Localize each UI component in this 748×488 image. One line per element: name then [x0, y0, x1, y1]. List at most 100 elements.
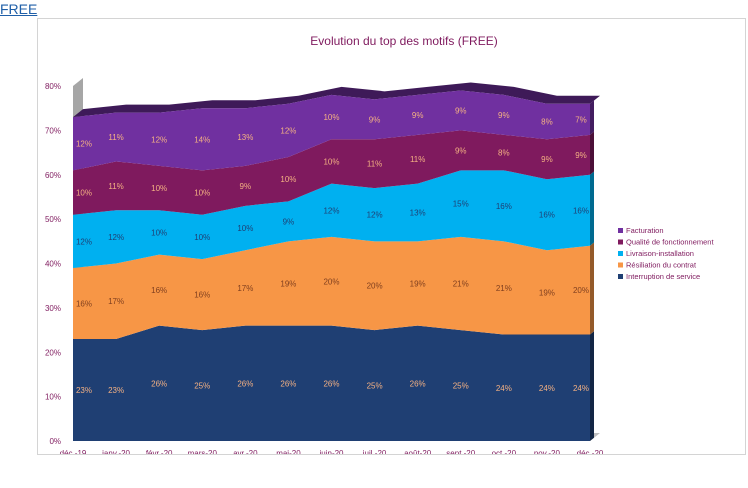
chart-areas: [73, 82, 600, 441]
data-label: 9%: [498, 111, 510, 120]
data-label: 24%: [496, 384, 512, 393]
data-label: 25%: [453, 382, 469, 391]
legend-swatch: [618, 251, 623, 256]
data-label: 26%: [237, 379, 253, 388]
data-label: 12%: [367, 211, 383, 220]
y-tick-label: 60%: [45, 171, 61, 180]
data-label: 12%: [280, 126, 296, 135]
data-label: 13%: [410, 208, 426, 217]
data-label: 15%: [453, 200, 469, 209]
chart-title: Evolution du top des motifs (FREE): [310, 34, 497, 48]
data-label: 11%: [108, 182, 123, 191]
data-label: 9%: [283, 217, 295, 226]
y-tick-label: 50%: [45, 215, 61, 224]
data-label: 26%: [410, 379, 426, 388]
area-series-3: [73, 170, 590, 268]
area-series-5: [73, 90, 590, 171]
data-label: 9%: [455, 106, 467, 115]
data-label: 20%: [367, 282, 383, 291]
legend-swatch: [618, 228, 623, 233]
legend-swatch: [618, 262, 623, 268]
x-tick-label: juil.-20: [362, 449, 387, 454]
data-label: 17%: [108, 297, 124, 306]
data-label: 10%: [76, 189, 92, 198]
data-label: 17%: [237, 284, 253, 293]
data-label: 16%: [573, 206, 589, 215]
data-label: 10%: [323, 113, 339, 122]
data-label: 26%: [280, 379, 296, 388]
data-label: 7%: [575, 115, 587, 124]
y-tick-label: 30%: [45, 304, 61, 313]
data-label: 9%: [412, 111, 424, 120]
data-label: 9%: [575, 151, 587, 160]
x-tick-label: déc.-19: [60, 449, 87, 454]
y-tick-label: 70%: [45, 126, 61, 135]
chart-axes: 0% 10% 20% 30% 40% 50% 60% 70% 80% déc.-19 janv.-2…: [45, 82, 604, 454]
data-label: 10%: [280, 175, 296, 184]
data-label: 12%: [323, 206, 339, 215]
data-label: 20%: [573, 286, 589, 295]
data-label: 26%: [323, 379, 339, 388]
data-label: 12%: [151, 135, 167, 144]
data-label: 12%: [108, 233, 124, 242]
data-label: 9%: [541, 155, 553, 164]
y-tick-label: 20%: [45, 348, 61, 357]
data-label: 10%: [323, 157, 339, 166]
area-side-series-2: [590, 242, 594, 335]
data-label: 19%: [410, 279, 426, 288]
data-label: 16%: [539, 211, 555, 220]
data-label: 13%: [237, 133, 253, 142]
data-label: 16%: [194, 291, 210, 300]
x-tick-label: mai-20: [276, 449, 301, 454]
data-label: 19%: [539, 288, 555, 297]
x-tick-label: janv.-20: [101, 449, 130, 454]
x-tick-label: juin-20: [318, 449, 344, 454]
data-label: 11%: [367, 160, 382, 169]
data-label: 16%: [151, 286, 167, 295]
area-side-series-4: [590, 131, 594, 175]
data-label: 10%: [194, 189, 210, 198]
x-tick-label: avr.-20: [233, 449, 258, 454]
legend-entry: Facturation: [626, 226, 664, 235]
chart-legend: Facturation Qualité de fonctionnement Livr…: [618, 226, 714, 281]
area-side-series-1: [590, 331, 594, 441]
y-tick-label: 40%: [45, 260, 61, 269]
data-label: 10%: [151, 184, 167, 193]
data-label: 16%: [496, 202, 512, 211]
data-label: 24%: [539, 384, 555, 393]
data-label: 8%: [541, 118, 553, 127]
legend-entry: Résiliation du contrat: [626, 261, 697, 270]
data-label: 19%: [280, 279, 296, 288]
x-tick-label: févr.-20: [146, 449, 173, 454]
data-label: 9%: [455, 146, 467, 155]
x-tick-label: sept.-20: [446, 449, 475, 454]
x-tick-label: août-20: [404, 449, 432, 454]
free-link[interactable]: FREE: [0, 1, 38, 17]
data-label: 11%: [410, 155, 425, 164]
data-label: 26%: [151, 379, 167, 388]
data-label: 23%: [108, 386, 124, 395]
data-label: 9%: [240, 182, 252, 191]
area-top-surface: [73, 82, 600, 118]
area-side-series-3: [590, 171, 594, 246]
area-series-1: [73, 325, 590, 441]
y-tick-label: 0%: [49, 437, 61, 446]
area-series-2: [73, 236, 590, 339]
x-tick-label: déc.-20: [577, 449, 604, 454]
data-label: 24%: [573, 384, 589, 393]
data-label: 25%: [194, 382, 210, 391]
data-label: 8%: [498, 149, 510, 158]
y-tick-label: 10%: [45, 393, 61, 402]
area-series-4: [73, 130, 590, 215]
data-label: 10%: [237, 224, 253, 233]
data-label: 16%: [76, 299, 92, 308]
x-tick-label: oct.-20: [492, 449, 517, 454]
chart-data-labels: 23% 23% 26% 25% 26% 26% 26% 25% 26% 25% 24% 24% 24% 1…: [76, 106, 589, 395]
data-label: 21%: [453, 279, 469, 288]
x-tick-label: nov.-20: [534, 449, 561, 454]
legend-entry: Qualité de fonctionnement: [626, 238, 714, 247]
x-tick-label: mars-20: [188, 449, 218, 454]
data-label: 23%: [76, 386, 92, 395]
legend-swatch: [618, 274, 623, 279]
data-label: 11%: [108, 133, 123, 142]
